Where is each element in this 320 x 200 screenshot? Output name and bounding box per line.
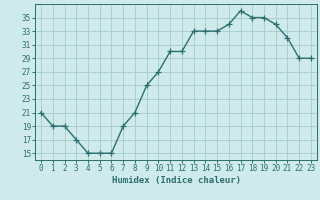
X-axis label: Humidex (Indice chaleur): Humidex (Indice chaleur) <box>111 176 241 185</box>
